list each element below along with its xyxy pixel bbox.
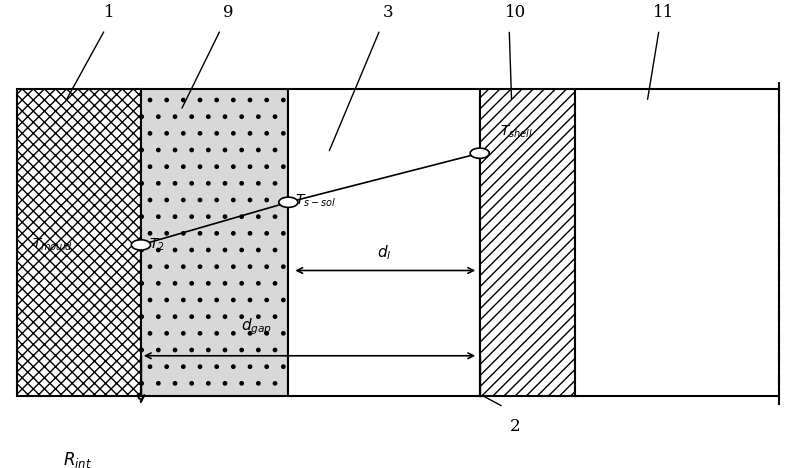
Circle shape — [279, 197, 298, 207]
Circle shape — [470, 148, 490, 158]
Circle shape — [131, 240, 150, 250]
Bar — [18, 89, 141, 396]
Bar — [288, 89, 480, 396]
Text: $R_{int}$: $R_{int}$ — [62, 450, 92, 468]
Text: $T_{s-sol}$: $T_{s-sol}$ — [294, 192, 336, 209]
Text: 10: 10 — [505, 4, 526, 21]
Bar — [141, 89, 288, 396]
Text: $d_l$: $d_l$ — [377, 243, 391, 262]
Bar — [480, 89, 575, 396]
Text: 11: 11 — [653, 4, 674, 21]
Text: 2: 2 — [510, 417, 521, 435]
Text: $d_{gap}$: $d_{gap}$ — [241, 316, 272, 336]
Text: 1: 1 — [104, 4, 114, 21]
Text: 3: 3 — [382, 4, 394, 21]
Bar — [575, 89, 778, 396]
Text: 9: 9 — [223, 4, 234, 21]
Text: $T_{mould}$: $T_{mould}$ — [32, 237, 73, 253]
Text: $T_2$: $T_2$ — [149, 237, 165, 253]
Text: $T_{shell}$: $T_{shell}$ — [500, 124, 533, 140]
